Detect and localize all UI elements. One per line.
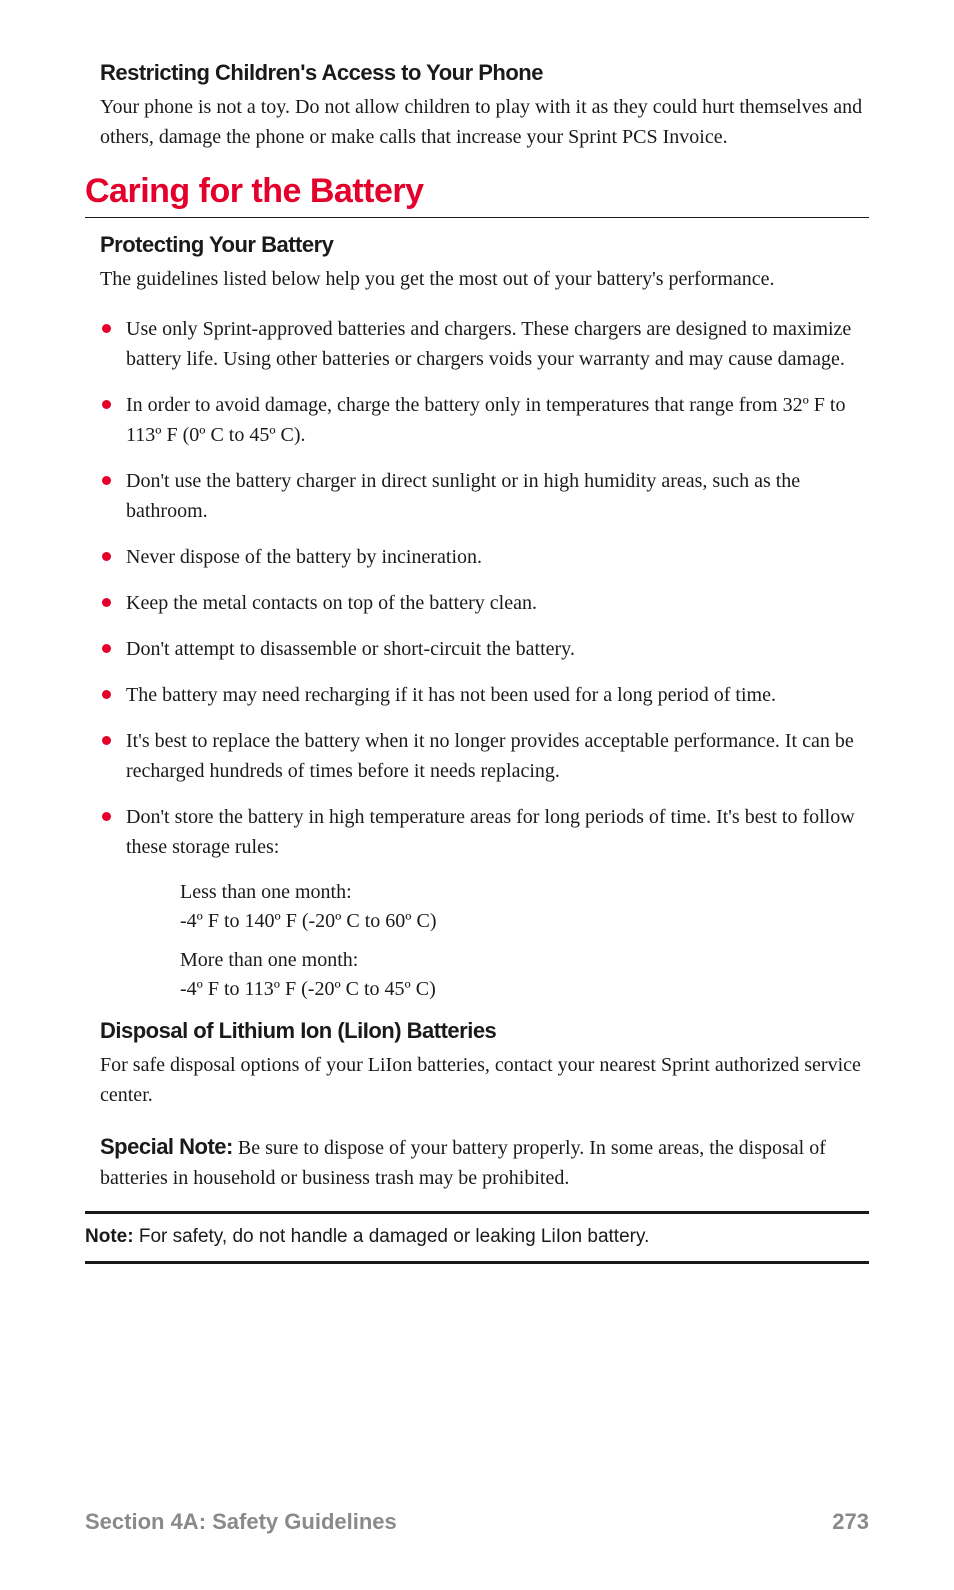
list-item: It's best to replace the battery when it… [100,726,869,786]
list-item: Use only Sprint-approved batteries and c… [100,314,869,374]
list-item: Don't store the battery in high temperat… [100,802,869,862]
body-restricting: Your phone is not a toy. Do not allow ch… [100,92,869,152]
storage-rules: Less than one month: -4º F to 140º F (-2… [180,878,869,1004]
storage-entry: Less than one month: -4º F to 140º F (-2… [180,878,869,936]
main-heading: Caring for the Battery [85,172,869,211]
subheading-restricting: Restricting Children's Access to Your Ph… [100,60,869,86]
list-item: The battery may need recharging if it ha… [100,680,869,710]
subheading-protecting: Protecting Your Battery [100,232,869,258]
storage-range: -4º F to 113º F (-20º C to 45º C) [180,975,869,1004]
note-rule-top [85,1211,869,1214]
note-box: Note: For safety, do not handle a damage… [85,1224,869,1251]
subheading-disposal: Disposal of Lithium Ion (LiIon) Batterie… [100,1018,869,1044]
footer-page-number: 273 [832,1509,869,1535]
page-footer: Section 4A: Safety Guidelines 273 [85,1509,869,1535]
footer-section: Section 4A: Safety Guidelines [85,1509,397,1535]
list-item: Keep the metal contacts on top of the ba… [100,588,869,618]
note-rule-bottom [85,1261,869,1264]
special-note: Special Note: Be sure to dispose of your… [100,1130,869,1193]
storage-range: -4º F to 140º F (-20º C to 60º C) [180,907,869,936]
body-disposal: For safe disposal options of your LiIon … [100,1050,869,1110]
storage-label: More than one month: [180,946,869,975]
special-note-label: Special Note: [100,1134,233,1159]
list-item: In order to avoid damage, charge the bat… [100,390,869,450]
list-item: Never dispose of the battery by incinera… [100,542,869,572]
storage-label: Less than one month: [180,878,869,907]
list-item: Don't use the battery charger in direct … [100,466,869,526]
note-body: For safety, do not handle a damaged or l… [134,1226,650,1247]
storage-entry: More than one month: -4º F to 113º F (-2… [180,946,869,1004]
heading-divider [85,217,869,218]
list-item: Don't attempt to disassemble or short-ci… [100,634,869,664]
bullet-list: Use only Sprint-approved batteries and c… [100,314,869,862]
note-label: Note: [85,1226,134,1247]
intro-protecting: The guidelines listed below help you get… [100,264,869,294]
